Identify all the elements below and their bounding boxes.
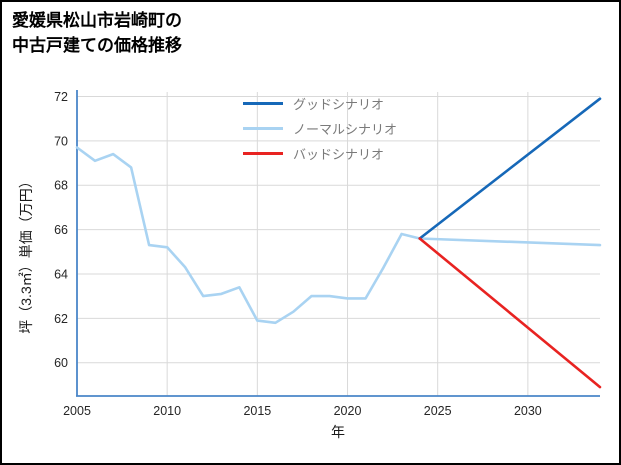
svg-text:62: 62 [54,312,68,326]
svg-text:66: 66 [54,223,68,237]
chart-title-line2: 中古戸建ての価格推移 [12,35,182,55]
legend-swatch-normal [243,127,283,130]
legend-item-bad: バッドシナリオ [243,146,397,162]
legend-item-good: グッドシナリオ [243,96,397,112]
svg-text:2010: 2010 [153,404,181,418]
x-axis-label: 年 [331,424,345,440]
svg-text:72: 72 [54,90,68,104]
legend-swatch-good [243,102,283,105]
svg-text:68: 68 [54,179,68,193]
svg-text:2020: 2020 [334,404,362,418]
svg-text:2030: 2030 [514,404,542,418]
chart-title: 愛媛県松山市岩崎町の 中古戸建ての価格推移 [12,9,182,58]
legend-item-normal: ノーマルシナリオ [243,121,398,137]
chart-title-line1: 愛媛県松山市岩崎町の [12,11,182,30]
svg-text:64: 64 [54,267,68,281]
svg-text:2005: 2005 [63,404,91,418]
svg-text:70: 70 [54,134,68,148]
svg-text:2015: 2015 [243,404,271,418]
legend-label-normal: ノーマルシナリオ [293,122,398,137]
chart-legend: グッドシナリオ ノーマルシナリオ バッドシナリオ [243,96,398,162]
y-axis-label: 坪（3.3㎡）単価（万円） [18,174,34,334]
legend-label-good: グッドシナリオ [293,97,385,112]
legend-swatch-bad [243,152,283,155]
svg-text:2025: 2025 [424,404,452,418]
svg-text:60: 60 [54,356,68,370]
legend-label-bad: バッドシナリオ [293,147,385,162]
